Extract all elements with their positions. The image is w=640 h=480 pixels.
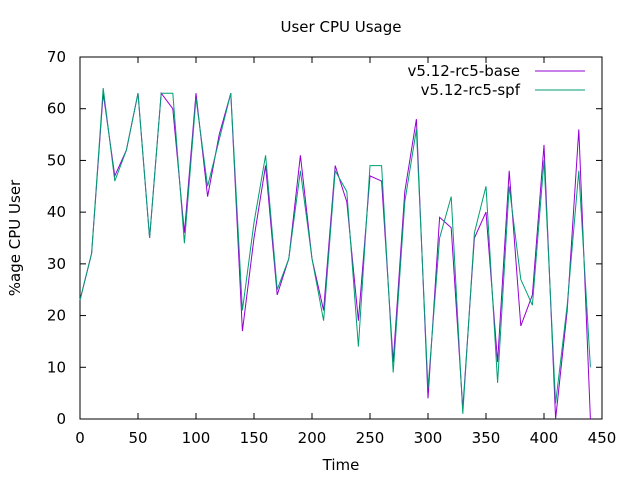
series-line-1 (79, 91, 591, 420)
y-tick-label: 40 (47, 203, 66, 221)
axis-ticks: 0 50 100 150 200 250 300 350 400 450 0 10 20 30 40 50 60… (47, 48, 616, 447)
y-tick-label: 20 (47, 307, 66, 325)
x-tick-label: 0 (75, 429, 85, 447)
x-tick-label: 250 (356, 429, 385, 447)
x-tick-label: 350 (472, 429, 501, 447)
x-axis-label: Time (322, 456, 360, 474)
x-tick-label: 300 (414, 429, 443, 447)
x-tick-label: 450 (588, 429, 617, 447)
y-tick-label: 70 (47, 48, 66, 66)
y-tick-label: 60 (47, 100, 66, 118)
y-tick-label: 50 (47, 151, 66, 169)
plot-frame (79, 56, 603, 420)
x-tick-label: 400 (530, 429, 559, 447)
series-line-2 (79, 87, 591, 414)
x-tick-label: 100 (182, 429, 211, 447)
x-tick-label: 150 (240, 429, 269, 447)
y-axis-label: %age CPU User (6, 179, 24, 296)
x-tick-label: 50 (128, 429, 147, 447)
y-tick-label: 30 (47, 255, 66, 273)
x-tick-label: 200 (298, 429, 327, 447)
legend-label-2: v5.12-rc5-spf (421, 81, 521, 99)
y-tick-label: 10 (47, 358, 66, 376)
y-tick-label: 0 (56, 410, 66, 428)
legend-label-1: v5.12-rc5-base (408, 62, 521, 80)
series-layer (79, 87, 591, 420)
chart-title: User CPU Usage (281, 18, 402, 36)
